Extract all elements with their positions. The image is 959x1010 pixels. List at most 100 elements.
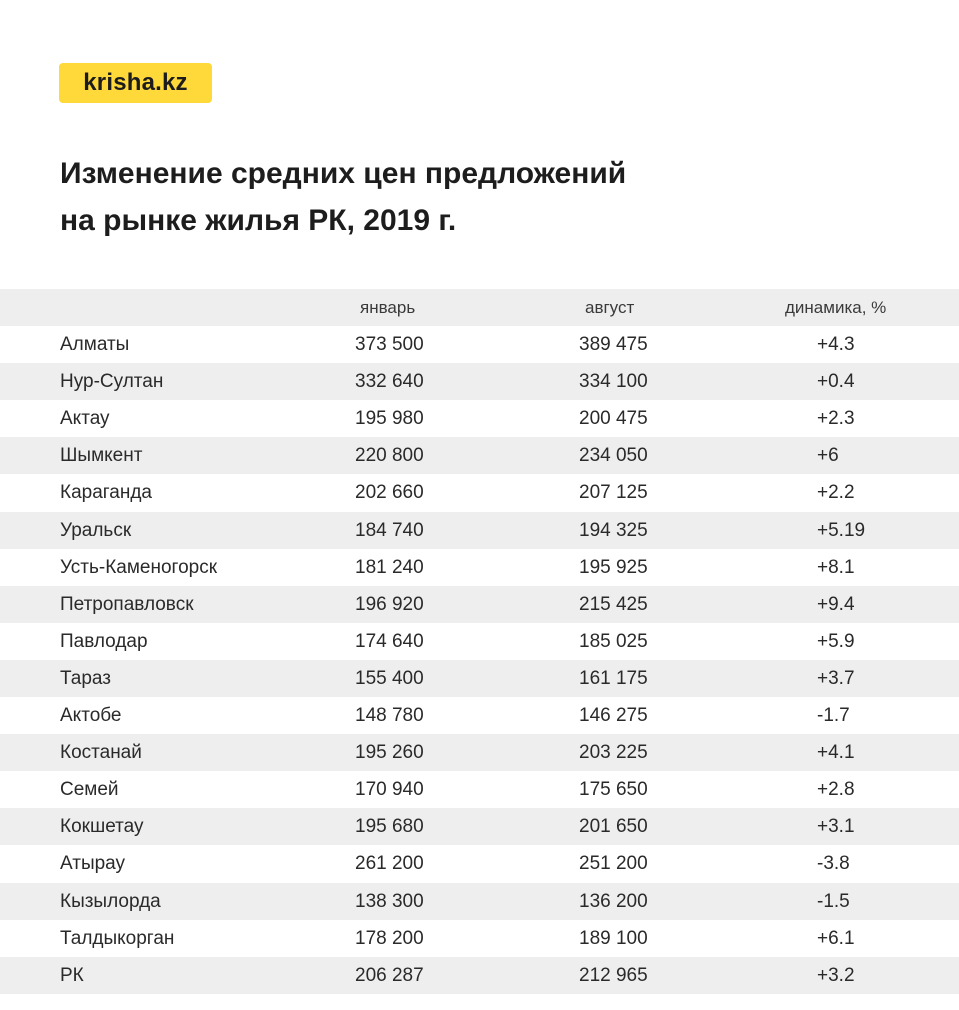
cell-january: 184 740 [355,519,424,541]
cell-january: 138 300 [355,890,424,912]
table-row: Нур-Султан 332 640 334 100 +0.4 [0,363,959,401]
table-row: Актау 195 980 200 475 +2.3 [0,400,959,437]
cell-august: 200 475 [579,408,648,430]
title-line-1: Изменение средних цен предложений [60,157,627,190]
cell-dynamics: +0.4 [817,371,855,393]
table-row: Павлодар 174 640 185 025 +5.9 [0,623,959,660]
cell-august: 212 965 [579,964,648,986]
cell-january: 202 660 [355,482,424,504]
cell-city: Уральск [60,519,132,541]
cell-dynamics: +3.1 [817,816,855,838]
table-row: Костанай 195 260 203 225 +4.1 [0,734,959,772]
cell-january: 195 260 [355,742,424,764]
table-row: Кызылорда 138 300 136 200 -1.5 [0,882,959,920]
cell-january: 373 500 [355,334,424,356]
cell-dynamics: +5.9 [817,630,855,652]
cell-january: 178 200 [355,927,424,949]
cell-city: Павлодар [60,630,148,652]
cell-january: 148 780 [355,705,424,727]
table-row: Петропавловск 196 920 215 425 +9.4 [0,585,959,623]
cell-city: РК [60,964,84,986]
cell-august: 389 475 [579,334,648,356]
cell-dynamics: +4.1 [817,742,855,764]
table-row: Алматы 373 500 389 475 +4.3 [0,326,959,363]
cell-dynamics: +6 [817,445,839,467]
cell-january: 206 287 [355,964,424,986]
cell-august: 201 650 [579,816,648,838]
table-row: Атырау 261 200 251 200 -3.8 [0,845,959,882]
header-january: январь [360,298,416,317]
table-row: Шымкент 220 800 234 050 +6 [0,437,959,475]
table-row: Актобе 148 780 146 275 -1.7 [0,697,959,734]
cell-city: Шымкент [60,445,143,467]
page-title: Изменение средних цен предложений на рын… [60,150,920,244]
cell-city: Костанай [60,742,142,764]
table-row: Талдыкорган 178 200 189 100 +6.1 [0,920,959,957]
table-row: РК 206 287 212 965 +3.2 [0,956,959,994]
table-row: Караганда 202 660 207 125 +2.2 [0,474,959,511]
cell-city: Актобе [60,705,122,727]
cell-dynamics: +9.4 [817,593,855,615]
table-row: Усть-Каменогорск 181 240 195 925 +8.1 [0,549,959,586]
cell-january: 155 400 [355,667,424,689]
cell-city: Актау [60,408,110,430]
cell-january: 181 240 [355,556,424,578]
cell-dynamics: +8.1 [817,556,855,578]
krisha-logo: krisha.kz [59,63,212,103]
cell-dynamics: +4.3 [817,334,855,356]
cell-august: 185 025 [579,630,648,652]
cell-city: Алматы [60,334,130,356]
cell-january: 332 640 [355,371,424,393]
cell-august: 146 275 [579,705,648,727]
cell-dynamics: -1.5 [817,890,850,912]
header-dynamics: динамика, % [785,298,887,317]
cell-august: 251 200 [579,853,648,875]
table-header-row: январь август динамика, % [0,289,959,327]
cell-august: 203 225 [579,742,648,764]
cell-august: 215 425 [579,593,648,615]
cell-august: 207 125 [579,482,648,504]
title-line-2: на рынке жилья РК, 2019 г. [60,204,457,237]
cell-city: Талдыкорган [60,927,175,949]
cell-august: 175 650 [579,779,648,801]
cell-city: Атырау [60,853,126,875]
table-row: Кокшетау 195 680 201 650 +3.1 [0,808,959,846]
cell-city: Караганда [60,482,152,504]
cell-january: 195 680 [355,816,424,838]
cell-city: Тараз [60,667,111,689]
cell-august: 189 100 [579,927,648,949]
cell-august: 161 175 [579,667,648,689]
cell-city: Семей [60,779,119,801]
cell-august: 194 325 [579,519,648,541]
cell-january: 174 640 [355,630,424,652]
cell-city: Усть-Каменогорск [60,556,218,578]
header-august: август [585,298,635,317]
cell-august: 136 200 [579,890,648,912]
cell-dynamics: +5.19 [817,519,866,541]
cell-january: 170 940 [355,779,424,801]
cell-january: 220 800 [355,445,424,467]
table-row: Тараз 155 400 161 175 +3.7 [0,659,959,698]
cell-august: 234 050 [579,445,648,467]
table-row: Семей 170 940 175 650 +2.8 [0,771,959,808]
logo-text: krisha.kz [83,69,188,96]
cell-dynamics: +2.3 [817,408,855,430]
cell-city: Нур-Султан [60,371,164,393]
cell-city: Кызылорда [60,890,161,912]
cell-dynamics: +2.2 [817,482,855,504]
cell-august: 195 925 [579,556,648,578]
cell-dynamics: +3.7 [817,667,855,689]
cell-january: 195 980 [355,408,424,430]
cell-dynamics: -1.7 [817,705,850,727]
cell-city: Кокшетау [60,816,144,838]
cell-dynamics: +6.1 [817,927,855,949]
cell-january: 196 920 [355,593,424,615]
cell-dynamics: +2.8 [817,779,855,801]
cell-dynamics: +3.2 [817,964,855,986]
cell-dynamics: -3.8 [817,853,850,875]
table-body: Алматы 373 500 389 475 +4.3 Нур-Султан 332 64… [0,326,959,994]
table-row: Уральск 184 740 194 325 +5.19 [0,511,959,549]
cell-august: 334 100 [579,371,648,393]
cell-january: 261 200 [355,853,424,875]
price-table: январь август динамика, % Алматы 373 500 3… [0,289,959,994]
